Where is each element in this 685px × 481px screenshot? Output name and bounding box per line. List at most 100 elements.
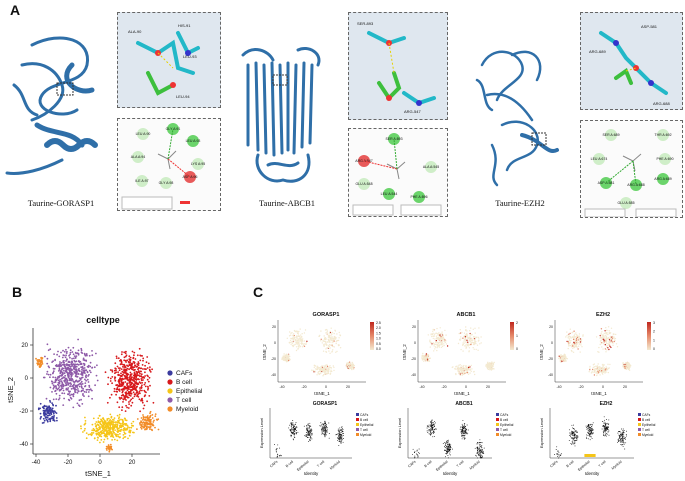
violin-point — [324, 420, 326, 422]
tsne-point — [84, 420, 87, 422]
feature-point — [466, 371, 468, 374]
feature-point — [442, 336, 444, 338]
tsne-point — [77, 390, 80, 393]
violin-point — [305, 433, 307, 435]
feature-point — [467, 366, 470, 369]
violin-point — [442, 443, 444, 445]
tsne-point — [69, 356, 71, 359]
violin-point — [323, 433, 324, 435]
violin-point — [605, 433, 607, 435]
feature-point — [301, 346, 304, 348]
violin-point — [590, 428, 592, 430]
feature-point — [462, 373, 465, 376]
feature-point — [628, 367, 630, 370]
violin-point — [479, 455, 481, 457]
violin-point — [617, 439, 619, 441]
violin-point — [604, 419, 605, 421]
violin-point — [462, 428, 464, 430]
violin-point — [446, 445, 448, 447]
feature-point — [576, 346, 578, 348]
tsne-point — [49, 376, 51, 379]
tsne-point — [129, 356, 132, 359]
feature-point — [466, 344, 469, 347]
violin-point — [321, 423, 323, 425]
violin-point — [341, 434, 343, 436]
violin-point — [480, 446, 482, 448]
tsne-point — [67, 383, 70, 386]
tsne-point — [124, 410, 127, 412]
tsne-point — [62, 389, 65, 392]
violin-point — [462, 426, 464, 428]
violin-point — [602, 430, 604, 432]
violin-point — [623, 438, 625, 440]
violin-point — [618, 430, 620, 432]
violin-point — [571, 432, 573, 434]
tsne-point — [154, 413, 157, 415]
feature-point — [429, 340, 431, 343]
feature-point — [480, 342, 482, 344]
feature-point — [348, 367, 351, 369]
tsne-point — [67, 393, 69, 396]
violin-point — [447, 451, 449, 453]
feature-point — [582, 334, 584, 336]
feature-point — [466, 343, 468, 345]
violin-point — [617, 441, 619, 443]
feature-point — [609, 363, 611, 366]
tsne-point — [126, 424, 128, 427]
violin-point — [296, 430, 298, 432]
feature-point — [435, 332, 437, 334]
tsne-point — [143, 424, 145, 426]
tsne-point — [154, 415, 157, 418]
violin-point — [575, 435, 577, 437]
tsne-point — [80, 427, 82, 430]
feature-point — [320, 330, 322, 332]
feature-point — [352, 365, 354, 367]
violin-point — [604, 422, 606, 424]
violin-legend-label: CAFs — [642, 413, 651, 417]
feature-point — [305, 342, 308, 344]
violin-point — [414, 455, 416, 457]
feature-point — [325, 372, 328, 374]
feature-point — [442, 334, 444, 336]
feature-point — [615, 333, 617, 336]
tsne-point — [110, 393, 113, 396]
feature-point — [436, 347, 438, 349]
violin-legend-label: Epithelial — [642, 423, 656, 427]
feature-point — [333, 335, 336, 338]
violin-point — [338, 434, 340, 436]
feature-point — [293, 338, 295, 340]
tsne-point — [72, 363, 75, 366]
violin-point — [587, 438, 589, 440]
tsne-point — [142, 357, 145, 360]
tsne-point — [136, 428, 138, 430]
violin-point — [339, 439, 341, 441]
tsne-point — [137, 396, 140, 398]
tsne-point — [96, 364, 98, 367]
tsne-point — [128, 378, 131, 381]
violin-point — [325, 426, 326, 428]
tsne-point — [91, 397, 93, 400]
tsne-point — [62, 349, 64, 352]
tsne-point — [78, 379, 81, 382]
violin-point — [586, 434, 588, 436]
feature-point — [462, 344, 464, 346]
feature-point — [437, 345, 439, 348]
feature-point — [578, 341, 580, 344]
violin-point — [448, 443, 450, 445]
feature-point — [295, 349, 298, 352]
violin-legend-swatch — [356, 423, 359, 426]
feature-point — [323, 343, 325, 345]
violin-point — [321, 433, 323, 435]
feature-point — [603, 332, 605, 335]
feature-point — [425, 354, 427, 356]
residue-3d-label: ALA-90 — [128, 29, 142, 34]
violin-point — [621, 438, 622, 440]
tsne-point — [124, 387, 127, 390]
violin-point — [294, 432, 296, 434]
tsne-point — [50, 408, 53, 411]
feature-point — [564, 355, 566, 357]
tsne-point — [148, 426, 150, 428]
feature-point — [443, 337, 445, 339]
violin-point — [289, 430, 291, 431]
